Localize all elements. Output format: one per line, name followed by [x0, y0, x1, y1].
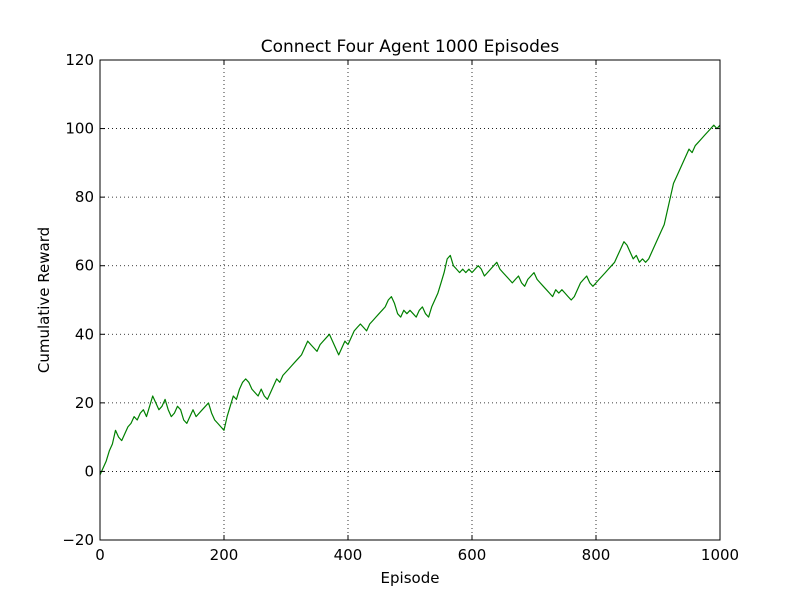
- x-tick-label: 1000: [701, 546, 739, 564]
- x-tick-label: 0: [95, 546, 105, 564]
- chart-title: Connect Four Agent 1000 Episodes: [261, 37, 560, 57]
- grid-lines: [100, 60, 720, 540]
- y-tick-label: 40: [75, 325, 94, 343]
- y-axis-label: Cumulative Reward: [35, 227, 53, 373]
- x-tick-label: 200: [210, 546, 239, 564]
- y-tick-label: 120: [65, 51, 94, 69]
- y-tick-label: 20: [75, 394, 94, 412]
- x-axis-label: Episode: [381, 569, 440, 587]
- plot-frame: [99, 59, 721, 541]
- y-tick-label: 100: [65, 120, 94, 138]
- reward-line: [99, 124, 721, 476]
- series-layer: [99, 124, 721, 476]
- y-tick-label: 80: [75, 188, 94, 206]
- axis-ticks: [99, 59, 721, 541]
- y-tick-label: 60: [75, 257, 94, 275]
- y-tick-label: −20: [62, 531, 94, 549]
- x-tick-label: 400: [334, 546, 363, 564]
- x-tick-label: 800: [582, 546, 611, 564]
- x-tick-label: 600: [458, 546, 487, 564]
- y-tick-label: 0: [84, 462, 94, 480]
